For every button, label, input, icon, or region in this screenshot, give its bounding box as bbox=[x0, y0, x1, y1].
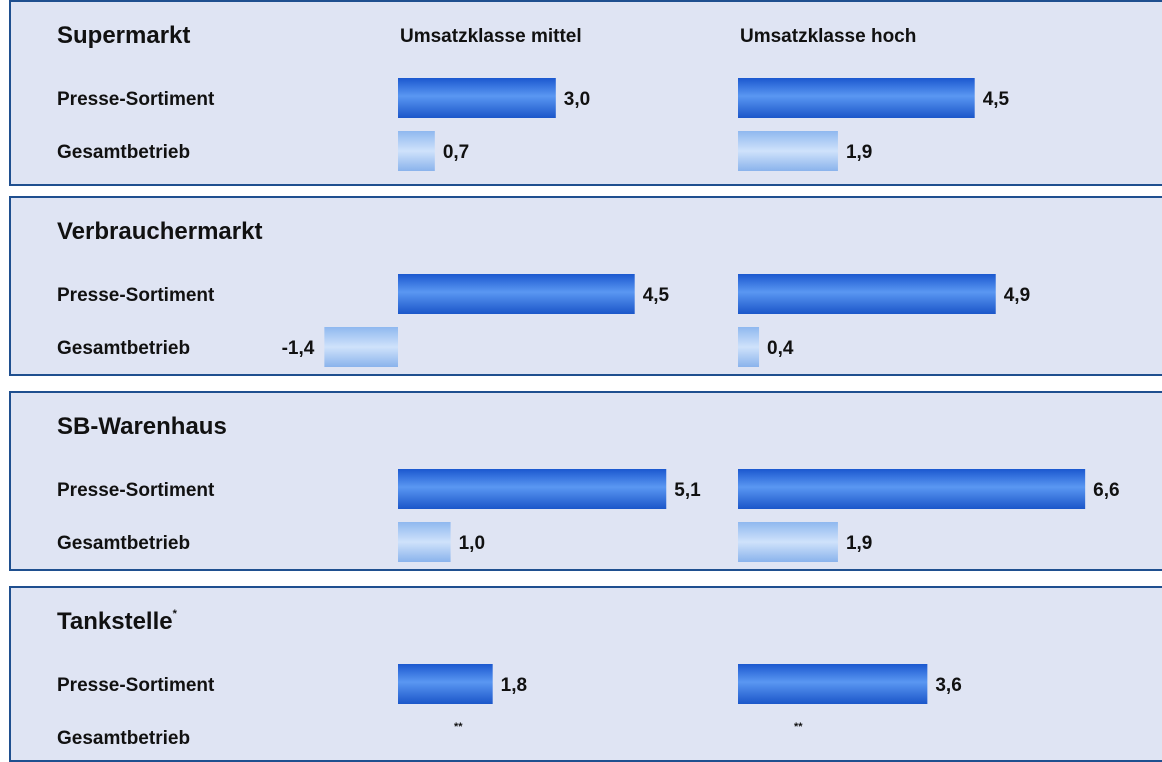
value-label: 1,0 bbox=[459, 533, 485, 554]
value-label: 4,5 bbox=[643, 285, 670, 306]
category-label: Presse-Sortiment bbox=[57, 285, 215, 306]
value-label: -1,4 bbox=[282, 338, 315, 359]
bar bbox=[738, 131, 838, 171]
category-label: Gesamtbetrieb bbox=[57, 338, 190, 359]
value-label: 1,8 bbox=[501, 675, 527, 696]
bar bbox=[738, 274, 996, 314]
panel-title: Verbrauchermarkt bbox=[57, 218, 262, 245]
value-label: ** bbox=[794, 721, 803, 733]
bar bbox=[398, 131, 435, 171]
bar bbox=[398, 469, 667, 509]
title-mark: * bbox=[173, 608, 178, 620]
category-label: Gesamtbetrieb bbox=[57, 533, 190, 554]
panel-title-text: Tankstelle bbox=[57, 608, 173, 635]
bar bbox=[738, 78, 975, 118]
bar bbox=[398, 274, 635, 314]
bar bbox=[398, 664, 493, 704]
panel-title-text: SB-Warenhaus bbox=[57, 413, 227, 440]
value-label: 3,0 bbox=[564, 89, 590, 110]
value-label: 1,9 bbox=[846, 142, 872, 163]
value-label: ** bbox=[454, 721, 463, 733]
value-label: 6,6 bbox=[1093, 480, 1119, 501]
category-label: Gesamtbetrieb bbox=[57, 142, 190, 163]
bar bbox=[738, 664, 928, 704]
panel-title-text: Supermarkt bbox=[57, 22, 190, 49]
bar bbox=[398, 78, 556, 118]
value-label: 0,7 bbox=[443, 142, 469, 163]
value-label: 4,5 bbox=[983, 89, 1010, 110]
bar bbox=[398, 522, 451, 562]
panel-title-text: Verbrauchermarkt bbox=[57, 218, 262, 245]
column-header: Umsatzklasse mittel bbox=[400, 26, 582, 47]
bar bbox=[738, 469, 1086, 509]
value-label: 5,1 bbox=[674, 480, 701, 501]
value-label: 3,6 bbox=[935, 675, 961, 696]
bar bbox=[738, 522, 838, 562]
panel-title: SB-Warenhaus bbox=[57, 413, 227, 440]
category-label: Gesamtbetrieb bbox=[57, 728, 190, 749]
category-label: Presse-Sortiment bbox=[57, 89, 215, 110]
value-label: 0,4 bbox=[767, 338, 794, 359]
category-label: Presse-Sortiment bbox=[57, 480, 215, 501]
panel-title: Supermarkt bbox=[57, 22, 190, 49]
column-header: Umsatzklasse hoch bbox=[740, 26, 916, 47]
panel bbox=[9, 586, 1162, 762]
value-label: 1,9 bbox=[846, 533, 872, 554]
category-label: Presse-Sortiment bbox=[57, 675, 215, 696]
panel-title: Tankstelle* bbox=[57, 608, 178, 635]
bar bbox=[324, 327, 398, 367]
bar bbox=[738, 327, 760, 367]
value-label: 4,9 bbox=[1004, 285, 1030, 306]
